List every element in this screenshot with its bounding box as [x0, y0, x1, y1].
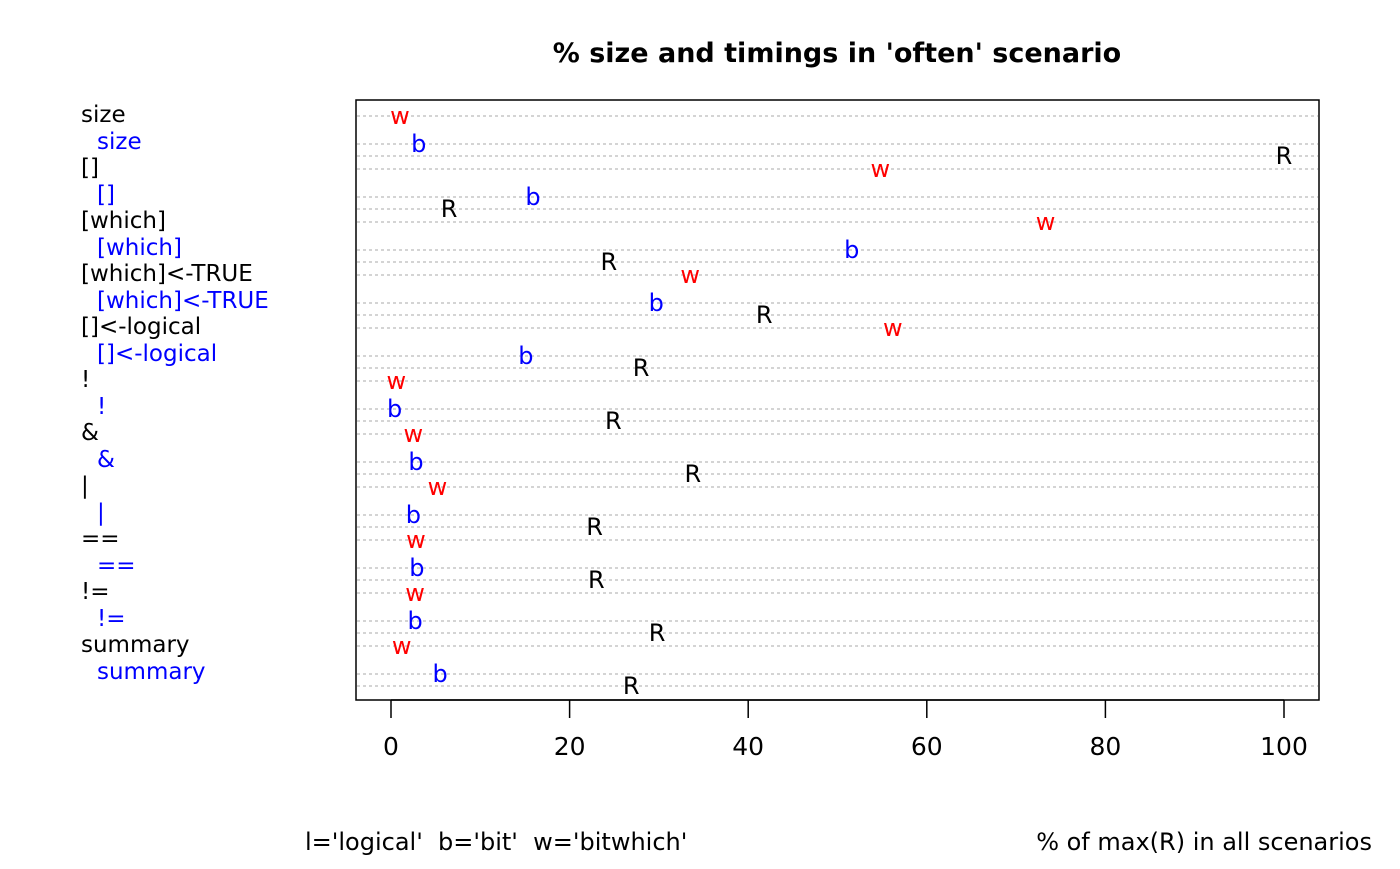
category-sublabel: [which] — [97, 235, 182, 261]
tick-label: 80 — [1089, 732, 1121, 761]
category-label: | — [81, 473, 89, 499]
point-b: b — [409, 554, 424, 582]
point-R: R — [586, 513, 603, 541]
category-label: summary — [81, 632, 190, 658]
category-sublabel: [] — [97, 182, 115, 208]
tick-label: 40 — [732, 732, 764, 761]
point-b: b — [411, 130, 426, 158]
tick-label: 100 — [1260, 732, 1308, 761]
tick-label: 20 — [554, 732, 586, 761]
category-label: [] — [81, 155, 99, 181]
x-axis-label: % of max(R) in all scenarios — [1036, 828, 1372, 856]
point-w: w — [406, 526, 426, 554]
point-b: b — [387, 395, 402, 423]
point-R: R — [588, 566, 605, 594]
chart-title: % size and timings in 'often' scenario — [553, 38, 1121, 69]
point-w: w — [390, 102, 410, 130]
point-w: w — [428, 473, 448, 501]
point-b: b — [408, 448, 423, 476]
category-sublabel: & — [97, 447, 115, 473]
point-b: b — [406, 501, 421, 529]
category-sublabel: ! — [97, 394, 106, 420]
category-labels: sizesize[][][which][which][which]<-TRUE[… — [81, 102, 269, 685]
point-w: w — [1036, 208, 1056, 236]
legend-note: l='logical' b='bit' w='bitwhich' — [305, 828, 687, 856]
category-sublabel: size — [97, 129, 142, 155]
category-label: == — [81, 526, 120, 552]
point-w: w — [405, 579, 425, 607]
point-b: b — [432, 660, 447, 688]
category-sublabel: [which]<-TRUE — [97, 288, 269, 314]
point-R: R — [605, 407, 622, 435]
point-R: R — [649, 619, 666, 647]
point-R: R — [633, 354, 650, 382]
category-label: [which] — [81, 208, 166, 234]
point-R: R — [441, 195, 458, 223]
category-label: & — [81, 420, 99, 446]
point-R: R — [756, 301, 773, 329]
point-w: w — [883, 314, 903, 342]
category-sublabel: == — [97, 553, 136, 579]
x-axis: 0 20 40 60 80 100 — [383, 699, 1308, 761]
point-b: b — [649, 289, 664, 317]
point-R: R — [684, 460, 701, 488]
point-b: b — [407, 607, 422, 635]
category-label: [which]<-TRUE — [81, 261, 253, 287]
plot-frame — [355, 99, 1320, 701]
tick-label: 0 — [383, 732, 399, 761]
category-sublabel: | — [97, 500, 105, 526]
category-sublabel: != — [97, 606, 126, 632]
category-sublabel: []<-logical — [97, 341, 217, 367]
category-label: ! — [81, 367, 90, 393]
category-label: size — [81, 102, 126, 128]
point-w: w — [680, 261, 700, 289]
point-b: b — [518, 342, 533, 370]
grid-lines — [357, 115, 1318, 687]
point-b: b — [844, 236, 859, 264]
category-label: []<-logical — [81, 314, 201, 340]
tick-label: 60 — [911, 732, 943, 761]
point-R: R — [1276, 142, 1293, 170]
point-b: b — [525, 183, 540, 211]
category-sublabel: summary — [97, 659, 206, 685]
point-R: R — [623, 672, 640, 700]
point-R: R — [601, 248, 618, 276]
point-w: w — [387, 367, 407, 395]
point-w: w — [404, 420, 424, 448]
category-label: != — [81, 579, 110, 605]
point-w: w — [392, 632, 412, 660]
point-w: w — [871, 155, 891, 183]
